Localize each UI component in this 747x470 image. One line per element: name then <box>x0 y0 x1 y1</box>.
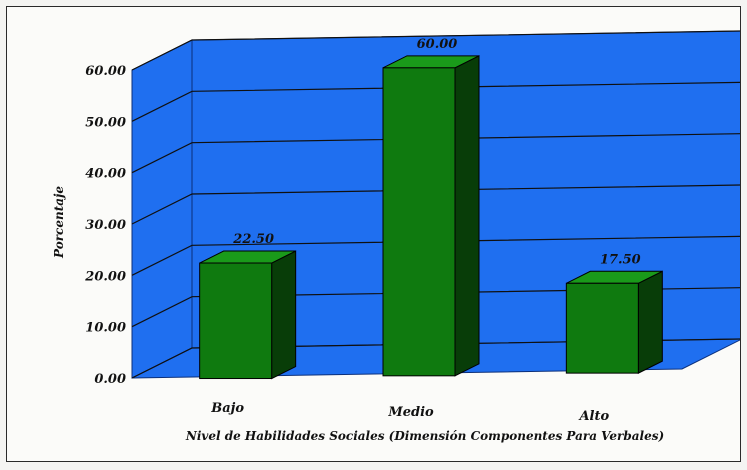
bars <box>199 55 663 380</box>
gridline <box>131 235 740 276</box>
data-label: 22.50 <box>232 232 274 247</box>
bar-front <box>382 67 456 377</box>
gridline <box>131 287 740 328</box>
data-labels: 22.50 60.00 17.50 <box>232 37 640 267</box>
y-axis-title: Porcentaje <box>52 186 66 259</box>
x-axis-title: Nivel de Habilidades Sociales (Dimensión… <box>185 429 664 443</box>
y-tick-label: 30.00 <box>85 218 126 233</box>
data-label: 17.50 <box>600 252 641 267</box>
y-tick-label: 60.00 <box>85 64 126 79</box>
category-label: Alto <box>577 409 609 424</box>
chart-frame: 0.00 10.00 20.00 30.00 40.00 50.00 60.00 Bajo M… <box>6 6 741 462</box>
gridline <box>131 30 740 71</box>
bar-side <box>637 270 663 374</box>
category-label: Medio <box>387 405 434 420</box>
gridline <box>131 81 740 122</box>
bar-front <box>199 262 273 380</box>
bar-chart-3d: 0.00 10.00 20.00 30.00 40.00 50.00 60.00 Bajo M… <box>52 30 740 443</box>
bar-side <box>454 55 480 377</box>
gridlines <box>131 30 740 379</box>
y-tick-label: 20.00 <box>84 269 126 284</box>
y-tick-label: 40.00 <box>85 167 126 182</box>
gridline <box>131 338 740 379</box>
category-label: Bajo <box>210 401 244 416</box>
category-labels: Bajo Medio Alto <box>210 401 609 424</box>
bar-front <box>565 282 639 374</box>
gridline <box>131 133 740 174</box>
bar-side <box>271 250 297 380</box>
gridline <box>131 184 740 225</box>
y-tick-label: 50.00 <box>85 115 126 130</box>
y-tick-label: 0.00 <box>94 372 126 387</box>
bar-bajo <box>199 250 297 380</box>
y-tick-labels: 0.00 10.00 20.00 30.00 40.00 50.00 60.00 <box>84 64 126 387</box>
bar-alto <box>565 270 663 374</box>
bar-medio <box>382 55 480 377</box>
data-label: 60.00 <box>417 37 458 52</box>
y-tick-label: 10.00 <box>85 321 126 336</box>
